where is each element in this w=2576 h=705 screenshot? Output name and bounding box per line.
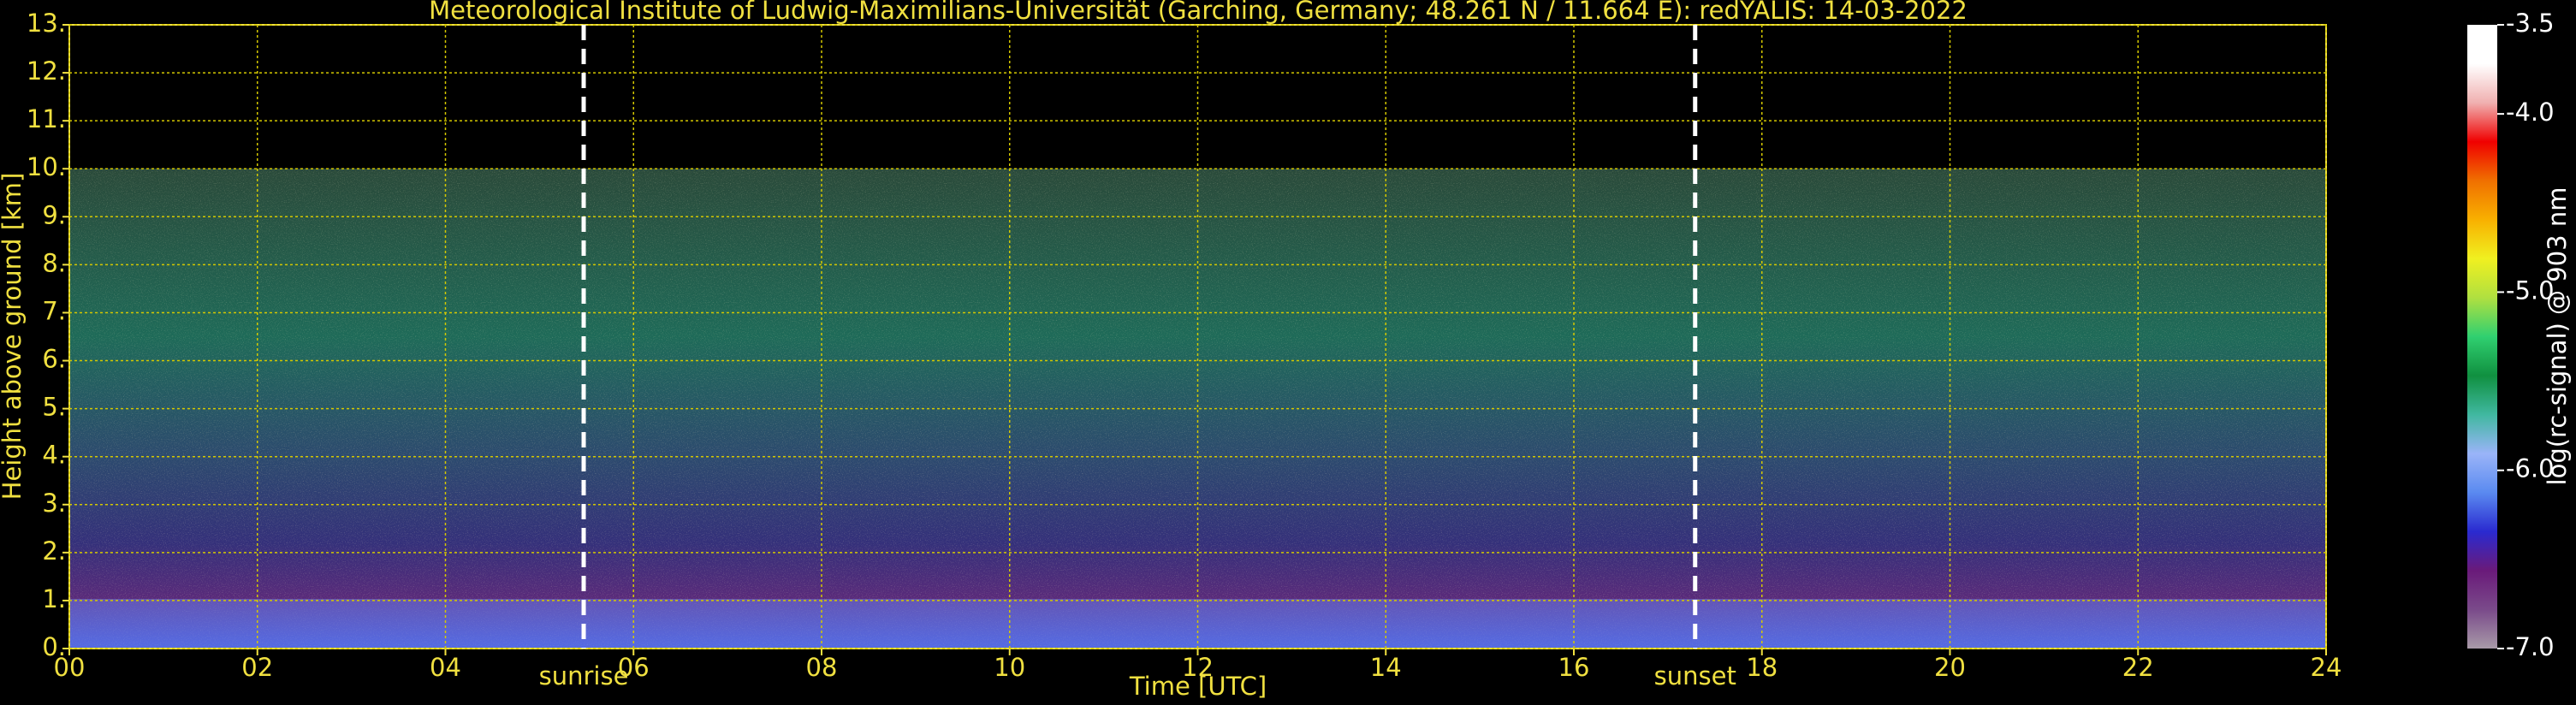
annotation-label: sunrise bbox=[539, 661, 629, 690]
colorbar-label: log(rc-signal) @ 903 nm bbox=[2543, 187, 2572, 486]
x-tick-label: 10 bbox=[994, 653, 1025, 682]
x-tick-label: 12 bbox=[1182, 653, 1214, 682]
colorbar-tick-label: -4.0 bbox=[2506, 98, 2555, 127]
y-tick-label: 13. bbox=[27, 9, 66, 38]
annotation-label: sunset bbox=[1654, 661, 1736, 690]
y-tick-label: 9. bbox=[42, 200, 66, 229]
colorbar-tick-label: -6.0 bbox=[2506, 454, 2555, 483]
y-tick-label: 10. bbox=[27, 152, 66, 181]
colorbar-tick-label: -5.0 bbox=[2506, 275, 2555, 305]
y-tick-label: 11. bbox=[27, 104, 66, 133]
x-axis-label: Time [UTC] bbox=[1129, 672, 1267, 701]
x-tick-label: 00 bbox=[54, 653, 86, 682]
y-tick-label: 6. bbox=[42, 345, 66, 374]
y-tick-label: 1. bbox=[42, 584, 66, 613]
y-tick-label: 4. bbox=[42, 441, 66, 470]
y-tick-label: 0. bbox=[42, 632, 66, 661]
y-tick-label: 3. bbox=[42, 489, 66, 518]
x-tick-label: 20 bbox=[1934, 653, 1966, 682]
x-tick-label: 24 bbox=[2311, 653, 2342, 682]
colorbar bbox=[2467, 25, 2497, 649]
y-tick-label: 7. bbox=[42, 296, 66, 325]
y-tick-label: 12. bbox=[27, 56, 66, 86]
x-tick-label: 06 bbox=[618, 653, 650, 682]
y-tick-label: 2. bbox=[42, 536, 66, 566]
x-tick-label: 08 bbox=[806, 653, 838, 682]
x-tick-label: 22 bbox=[2122, 653, 2154, 682]
x-tick-label: 16 bbox=[1558, 653, 1590, 682]
y-tick-label: 5. bbox=[42, 393, 66, 422]
y-axis-label: Height above ground [km] bbox=[0, 173, 27, 501]
x-tick-label: 14 bbox=[1370, 653, 1402, 682]
y-tick-label: 8. bbox=[42, 248, 66, 277]
colorbar-tick-label: -3.5 bbox=[2506, 9, 2555, 38]
colorbar-tick-label: -7.0 bbox=[2506, 632, 2555, 661]
x-tick-label: 18 bbox=[1746, 653, 1778, 682]
chart-title: Meteorological Institute of Ludwig-Maxim… bbox=[429, 0, 1968, 25]
x-tick-label: 02 bbox=[241, 653, 273, 682]
x-tick-label: 04 bbox=[430, 653, 461, 682]
